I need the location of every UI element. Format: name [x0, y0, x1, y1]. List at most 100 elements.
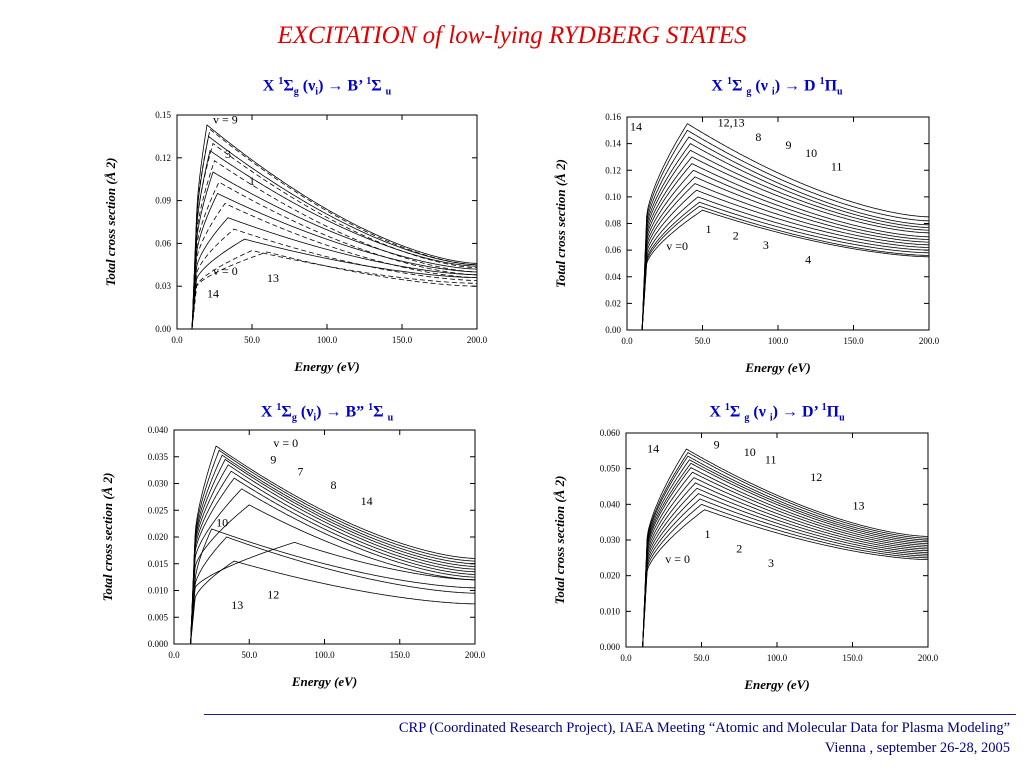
- series-line-5: [626, 467, 929, 648]
- y-tick-label: 0.00: [155, 324, 171, 334]
- series-line-3: [177, 142, 478, 330]
- y-axis-label: Total cross section (Å 2): [552, 476, 567, 605]
- series-line-13: [627, 205, 929, 331]
- y-tick-label: 0.000: [148, 639, 169, 649]
- y-tick-label: 0.00: [605, 325, 621, 335]
- series-line-11: [177, 228, 477, 330]
- series-line-1: [627, 129, 929, 331]
- annotation-label: 11: [831, 159, 843, 173]
- series-line-9: [177, 203, 477, 330]
- series-line-9: [627, 183, 929, 331]
- annotation-label: v = 0: [665, 552, 690, 566]
- annotation-label: 2: [736, 541, 742, 555]
- annotation-label: 12,13: [718, 115, 745, 129]
- series-line-7: [627, 169, 929, 331]
- annotation-label: 13: [231, 598, 243, 612]
- series-line-2: [174, 454, 476, 645]
- y-tick-label: 0.040: [600, 499, 621, 509]
- series-line-6: [627, 163, 929, 331]
- series-line-4: [627, 149, 930, 331]
- y-tick-label: 0.000: [600, 642, 621, 652]
- series-line-14: [627, 209, 929, 331]
- annotation-label: 9: [786, 138, 792, 152]
- annotation-label: 14: [361, 494, 373, 508]
- chart-panel-3: 0.0 50.0 100.0 150.0 200.0 0.000 0.010 0.020 0.0…: [552, 428, 939, 692]
- series-line-10: [627, 189, 929, 331]
- series-line-10: [174, 536, 475, 645]
- annotation-label: 14: [207, 287, 219, 301]
- series-line-8: [177, 192, 477, 330]
- x-tick-label: 100.0: [767, 653, 788, 663]
- annotation-label: 3: [225, 147, 231, 161]
- annotation-label: 13: [853, 499, 865, 513]
- annotation-label: 4: [805, 252, 811, 266]
- series-line-13: [626, 509, 928, 648]
- x-tick-label: 100.0: [768, 336, 789, 346]
- x-axis-label: Energy (eV): [744, 360, 810, 375]
- x-tick-label: 100.0: [314, 650, 335, 660]
- annotation-label: 9: [270, 453, 276, 467]
- annotation-label: 7: [297, 464, 303, 478]
- y-tick-label: 0.16: [605, 112, 621, 122]
- x-tick-label: 150.0: [842, 653, 863, 663]
- series-line-2: [627, 136, 929, 331]
- chart-panel-0: 0.0 50.0 100.0 150.0 200.0 0.00 0.03 0.06 0.09 0.…: [103, 110, 488, 374]
- y-axis-label: Total cross section (Å 2): [100, 473, 115, 602]
- series-line-7: [174, 488, 475, 645]
- series-line-1: [626, 452, 928, 648]
- y-tick-label: 0.12: [605, 165, 621, 175]
- series-line-10: [626, 493, 928, 648]
- annotation-label: 12: [267, 588, 279, 602]
- series-line-5: [174, 470, 475, 645]
- x-axis-label: Energy (eV): [743, 677, 809, 692]
- annotation-label: v = 9: [213, 113, 238, 127]
- y-tick-label: 0.06: [155, 238, 171, 248]
- slide-title: EXCITATION of low-lying RYDBERG STATES: [277, 22, 747, 49]
- annotation-label: 3: [763, 238, 769, 252]
- annotation-label: 1: [705, 527, 711, 541]
- series-line-4: [177, 150, 477, 330]
- series-line-13: [177, 250, 477, 330]
- series-line-2: [626, 455, 928, 648]
- x-tick-label: 200.0: [918, 653, 939, 663]
- series-line-5: [177, 160, 477, 330]
- footer-line-2: Vienna , september 26-28, 2005: [824, 740, 1010, 756]
- series-line-7: [177, 181, 477, 330]
- y-tick-label: 0.020: [148, 532, 169, 542]
- series-line-12: [177, 238, 477, 330]
- y-tick-label: 0.060: [600, 428, 621, 438]
- panel-title-3: X 1Σ g (ν i) → D’ 1Πu: [709, 402, 845, 424]
- y-tick-label: 0.030: [148, 479, 169, 489]
- x-tick-label: 0.0: [620, 653, 632, 663]
- series-line-0: [174, 445, 475, 645]
- x-tick-label: 200.0: [919, 336, 940, 346]
- y-tick-label: 0.14: [605, 139, 621, 149]
- series-line-7: [626, 477, 928, 648]
- panel-title-2: X 1Σg (νi) → B” 1Σ u: [260, 402, 394, 424]
- series-line-4: [174, 464, 475, 645]
- annotation-label: v = 0: [213, 264, 238, 278]
- annotation-label: v =0: [666, 239, 688, 253]
- x-tick-label: 0.0: [621, 336, 633, 346]
- y-tick-label: 0.15: [155, 110, 171, 120]
- series-line-8: [174, 504, 475, 645]
- x-tick-label: 50.0: [694, 653, 710, 663]
- annotation-label: v = 0: [273, 436, 298, 450]
- series-line-4: [626, 462, 928, 648]
- y-tick-label: 0.020: [600, 571, 621, 581]
- y-tick-label: 0.030: [600, 535, 621, 545]
- chart-panel-1: 0.0 50.0 100.0 150.0 200.0 0.00 0.02 0.04 0.06 0.…: [553, 112, 940, 375]
- x-tick-label: 50.0: [241, 650, 257, 660]
- annotation-label: 3: [768, 556, 774, 570]
- y-tick-label: 0.08: [605, 219, 621, 229]
- series-line-3: [627, 143, 929, 331]
- series-line-11: [627, 196, 929, 331]
- panel-title-1: X 1Σ g (ν i) → D 1Πu: [711, 76, 843, 98]
- y-tick-label: 0.035: [148, 452, 169, 462]
- series-line-9: [626, 487, 928, 648]
- series-line-6: [626, 471, 928, 648]
- series-line-12: [627, 201, 929, 331]
- series-line-5: [627, 156, 929, 331]
- panel-title-0: X 1Σg (νi) → B’ 1Σ u: [262, 76, 392, 98]
- y-tick-label: 0.09: [155, 196, 171, 206]
